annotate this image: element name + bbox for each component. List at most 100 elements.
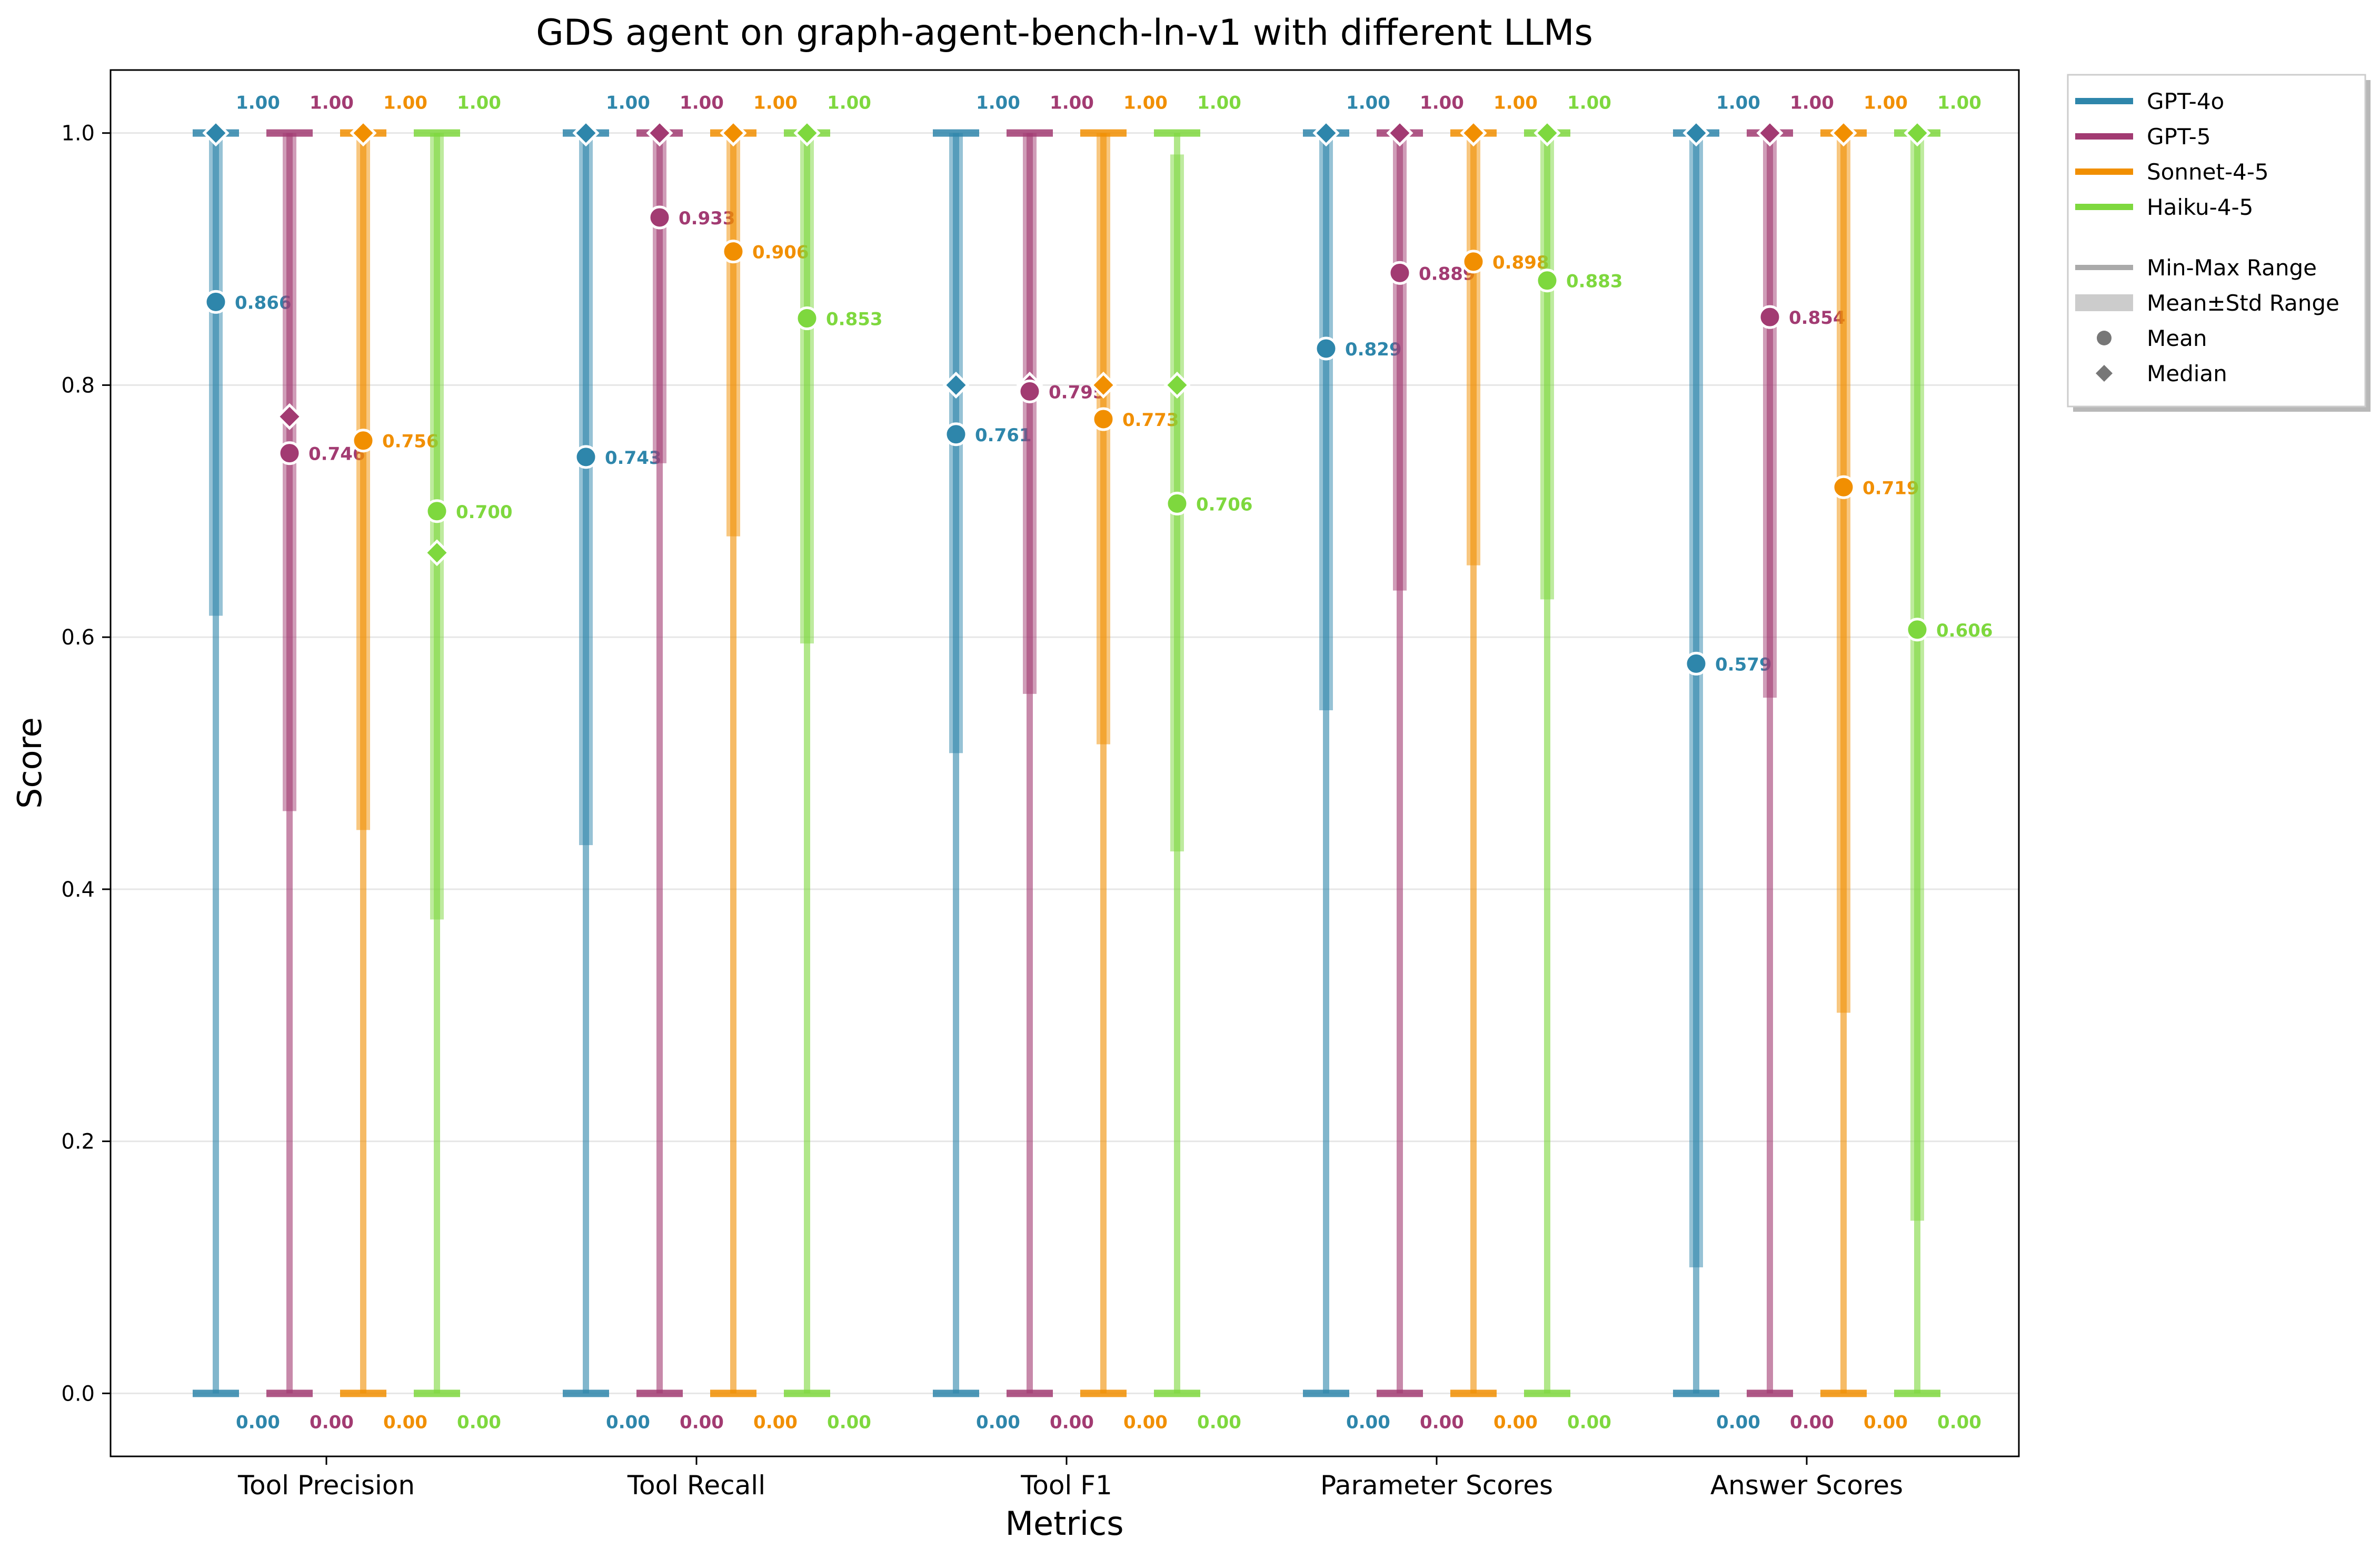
max-value-label: 1.00 — [383, 93, 427, 114]
min-value-label: 0.00 — [1197, 1412, 1241, 1433]
mean-marker — [944, 422, 968, 446]
mean-marker — [1165, 491, 1189, 515]
mean-value-label: 0.743 — [605, 448, 662, 469]
median-marker — [720, 120, 747, 147]
median-marker — [793, 120, 821, 147]
mean-value-label: 0.706 — [1196, 494, 1253, 515]
series-layer: 0.8661.000.000.7431.000.000.7611.000.000… — [193, 93, 1993, 1433]
y-tick-label: 0.6 — [61, 626, 95, 650]
y-axis-label: Score — [11, 717, 49, 809]
x-tick-label: Tool Recall — [627, 1470, 765, 1501]
mean-value-label: 0.853 — [826, 309, 883, 330]
x-tick-label: Answer Scores — [1710, 1470, 1903, 1501]
mean-marker — [1091, 407, 1116, 431]
max-value-label: 1.00 — [310, 93, 354, 114]
max-value-label: 1.00 — [236, 93, 280, 114]
max-value-label: 1.00 — [606, 93, 650, 114]
median-marker — [942, 371, 970, 399]
y-tick-label: 0.0 — [61, 1382, 95, 1406]
mean-value-label: 0.898 — [1492, 252, 1549, 273]
axes: 0.0 0.2 0.4 0.6 0.8 1.0 Tool Precision Tool Rec… — [61, 122, 1903, 1501]
min-value-label: 0.00 — [753, 1412, 798, 1433]
mean-value-label: 0.854 — [1789, 307, 1846, 329]
min-value-label: 0.00 — [1937, 1412, 1981, 1433]
min-value-label: 0.00 — [606, 1412, 650, 1433]
min-value-label: 0.00 — [827, 1412, 871, 1433]
max-value-label: 1.00 — [1567, 93, 1611, 114]
min-value-label: 0.00 — [1567, 1412, 1611, 1433]
median-marker — [1460, 120, 1487, 147]
max-value-label: 1.00 — [680, 93, 724, 114]
max-value-label: 1.00 — [1050, 93, 1094, 114]
legend-label: GPT-4o — [2147, 88, 2224, 114]
median-marker — [572, 120, 600, 147]
x-tick-label: Tool Precision — [237, 1470, 415, 1501]
max-value-label: 1.00 — [1346, 93, 1390, 114]
median-marker — [1830, 120, 1857, 147]
legend-std-swatch — [2075, 294, 2133, 311]
legend-label: Sonnet-4-5 — [2147, 159, 2269, 185]
y-tick-label: 0.8 — [61, 373, 95, 398]
mean-marker — [277, 441, 302, 465]
max-value-label: 1.00 — [457, 93, 501, 114]
min-value-label: 0.00 — [1716, 1412, 1760, 1433]
median-marker — [1386, 120, 1413, 147]
mean-marker — [1461, 250, 1486, 274]
x-tick-label: Tool F1 — [1020, 1470, 1112, 1501]
mean-value-label: 0.719 — [1863, 478, 1919, 499]
mean-value-label: 0.773 — [1122, 410, 1179, 431]
mean-marker — [351, 429, 375, 453]
y-tick-label: 0.2 — [61, 1130, 95, 1154]
mean-marker — [1758, 305, 1782, 329]
series-gpt-4o: 0.866 1.00 0.00 0.743 1.00 0.00 0.761 1.00 0.00 0… — [193, 93, 1772, 1433]
max-value-label: 1.00 — [1420, 93, 1464, 114]
median-marker — [1163, 371, 1191, 399]
legend-label: Mean±Std Range — [2147, 290, 2339, 316]
series-gpt-5: 0.7461.000.000.9331.000.000.7951.000.000… — [266, 93, 1846, 1433]
mean-marker — [574, 445, 598, 469]
min-value-label: 0.00 — [1493, 1412, 1538, 1433]
min-value-label: 0.00 — [1050, 1412, 1094, 1433]
median-marker — [1533, 120, 1561, 147]
mean-marker — [1535, 269, 1559, 293]
min-value-label: 0.00 — [1864, 1412, 1908, 1433]
mean-marker — [648, 205, 672, 230]
median-marker — [350, 120, 377, 147]
mean-marker — [795, 306, 819, 331]
mean-value-label: 0.933 — [679, 208, 735, 229]
mean-marker — [204, 290, 228, 314]
mean-marker — [1905, 618, 1929, 642]
mean-value-label: 0.756 — [382, 431, 439, 452]
min-value-label: 0.00 — [1346, 1412, 1390, 1433]
mean-value-label: 0.883 — [1566, 271, 1623, 292]
median-marker — [423, 539, 451, 567]
legend-label: Median — [2147, 361, 2227, 386]
max-value-label: 1.00 — [1197, 93, 1241, 114]
series-sonnet-4-5: 0.756 1.00 0.00 0.906 1.00 0.00 0.773 1.00 0.00 0… — [340, 93, 1919, 1433]
mean-value-label: 0.606 — [1936, 620, 1993, 641]
series-haiku-4-5: 0.700 1.00 0.00 0.853 1.00 0.00 0.706 1.00 0.00 0… — [414, 93, 1993, 1433]
min-value-label: 0.00 — [1123, 1412, 1168, 1433]
mean-marker — [1388, 261, 1412, 285]
min-value-label: 0.00 — [236, 1412, 280, 1433]
max-value-label: 1.00 — [1716, 93, 1760, 114]
legend-median-marker — [2096, 365, 2113, 382]
max-value-label: 1.00 — [753, 93, 798, 114]
max-value-label: 1.00 — [1937, 93, 1981, 114]
median-marker — [1756, 120, 1784, 147]
legend-label: Min-Max Range — [2147, 255, 2317, 281]
mean-marker — [1018, 379, 1042, 403]
legend-label: Haiku-4-5 — [2147, 194, 2253, 220]
legend-box — [2067, 74, 2366, 408]
min-value-label: 0.00 — [976, 1412, 1020, 1433]
legend-label: Mean — [2147, 325, 2207, 351]
legend-label: GPT-5 — [2147, 124, 2211, 150]
chart-title: GDS agent on graph-agent-bench-ln-v1 wit… — [536, 12, 1593, 54]
median-marker — [1904, 120, 1931, 147]
min-value-label: 0.00 — [457, 1412, 501, 1433]
median-marker — [646, 120, 673, 147]
mean-marker — [1684, 651, 1708, 676]
max-value-label: 1.00 — [1493, 93, 1538, 114]
legend: GPT-4o GPT-5 Sonnet-4-5 Haiku-4-5 Min-Max Ra… — [2067, 74, 2371, 412]
